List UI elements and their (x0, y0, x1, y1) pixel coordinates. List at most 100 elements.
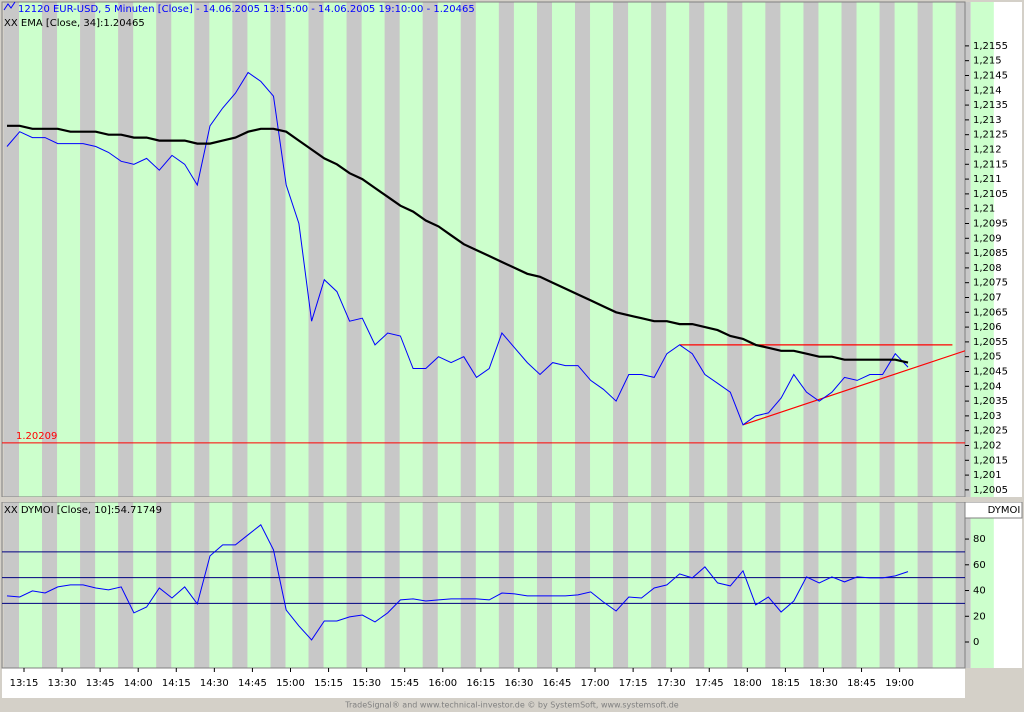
y-tick-label: 1,208 (973, 263, 1002, 274)
stripe-gray (841, 2, 857, 668)
x-tick-label: 19:00 (885, 678, 914, 689)
stripe-gray (42, 2, 58, 668)
x-tick-label: 15:00 (276, 678, 305, 689)
series-icon (3, 1, 16, 11)
stripe-green (57, 2, 81, 668)
stripe-gray (270, 2, 286, 668)
x-tick-label: 18:00 (733, 678, 762, 689)
y-tick-label: 1,202 (973, 440, 1002, 451)
stripe-gray (613, 2, 629, 668)
y-tick-label: 1,205 (973, 352, 1002, 363)
plot-area (2, 71, 965, 444)
legend-entry: XX DYMOI [Close, 10]:54.71749 (4, 505, 162, 516)
y-tick-label: 1,2125 (973, 130, 1008, 141)
stripe-green (856, 2, 880, 668)
stripe-gray (346, 2, 362, 668)
y-tick-label: 1,2025 (973, 426, 1008, 437)
series-line (6, 71, 909, 426)
x-tick-label: 14:30 (200, 678, 229, 689)
stripe-green (399, 2, 423, 668)
x-tick-label: 13:30 (48, 678, 77, 689)
stripe-gray (460, 2, 476, 668)
y-tick-label: 1,2155 (973, 41, 1008, 52)
y-tick-label: 1,2065 (973, 307, 1008, 318)
stripe-gray (308, 2, 324, 668)
stripe-green (209, 2, 233, 668)
y-tick-label: 1,203 (973, 411, 1002, 422)
y-tick-label: 1,2035 (973, 396, 1008, 407)
stripe-green (133, 2, 157, 668)
stripe-green (742, 2, 766, 668)
y-tick-label: 1,2095 (973, 218, 1008, 229)
x-tick-label: 14:00 (124, 678, 153, 689)
x-tick-label: 16:30 (504, 678, 533, 689)
stripe-green (932, 2, 956, 668)
y-tick-label: 1,2075 (973, 278, 1008, 289)
stripe-green (247, 2, 271, 668)
x-tick-label: 13:45 (86, 678, 115, 689)
axis-title: DYMOI (988, 505, 1021, 516)
stripe-gray (879, 2, 895, 668)
y-tick-label: 1,209 (973, 233, 1002, 244)
reference-label: 1.20209 (16, 431, 57, 442)
stripe-green (171, 2, 195, 668)
x-tick-label: 17:15 (619, 678, 648, 689)
x-axis-area (2, 668, 965, 698)
x-tick-label: 15:15 (314, 678, 343, 689)
stripe-gray (955, 2, 971, 668)
y-tick-label: 1,21 (973, 204, 995, 215)
y-tick-label: 1,201 (973, 470, 1002, 481)
stripe-gray (765, 2, 781, 668)
x-tick-label: 17:45 (695, 678, 724, 689)
y-tick-label: 1,2055 (973, 337, 1008, 348)
x-tick-label: 17:30 (657, 678, 686, 689)
y-tick-label: 1,204 (973, 381, 1002, 392)
stripe-gray (689, 2, 705, 668)
x-tick-label: 13:15 (10, 678, 39, 689)
x-tick-label: 18:30 (809, 678, 838, 689)
stripes (4, 2, 994, 668)
x-tick-label: 15:30 (352, 678, 381, 689)
stripe-green (513, 2, 537, 668)
x-tick-label: 16:15 (466, 678, 495, 689)
stripe-green (666, 2, 690, 668)
y-tick-label: 1,213 (973, 115, 1002, 126)
x-tick-label: 14:15 (162, 678, 191, 689)
stripe-gray (575, 2, 591, 668)
y-tick-label: 1,206 (973, 322, 1002, 333)
trend-line (742, 350, 965, 426)
footer: TradeSignal® and www.technical-investor.… (344, 701, 679, 710)
y-tick-label: 1,2115 (973, 159, 1008, 170)
stripe-green (95, 2, 119, 668)
x-tick-label: 16:00 (428, 678, 457, 689)
stripe-green (323, 2, 347, 668)
x-tick-label: 18:45 (847, 678, 876, 689)
stripe-green (628, 2, 652, 668)
series-line (6, 524, 909, 641)
stripe-green (551, 2, 576, 668)
y-tick-label: 1,215 (973, 56, 1002, 67)
stripe-green (285, 2, 309, 668)
y-tick-label: 1,214 (973, 85, 1002, 96)
stripe-green (475, 2, 499, 668)
stripe-green (19, 2, 43, 668)
y-tick-label: 0 (973, 637, 979, 648)
x-tick-label: 17:00 (581, 678, 610, 689)
stripe-green (590, 2, 614, 668)
y-tick-label: 1,2105 (973, 189, 1008, 200)
x-tick-label: 18:15 (771, 678, 800, 689)
stripe-gray (422, 2, 438, 668)
y-tick-label: 80 (973, 534, 986, 545)
stripe-green (361, 2, 385, 668)
y-tick-label: 60 (973, 560, 986, 571)
panel-gap (0, 497, 1024, 502)
y-tick-label: 1,2135 (973, 100, 1008, 111)
y-tick-label: 1,2005 (973, 485, 1008, 496)
stripe-gray (232, 2, 248, 668)
stripe-gray (156, 2, 172, 668)
y-tick-label: 1,207 (973, 292, 1002, 303)
y-tick-label: 1,2145 (973, 70, 1008, 81)
stripe-gray (118, 2, 134, 668)
